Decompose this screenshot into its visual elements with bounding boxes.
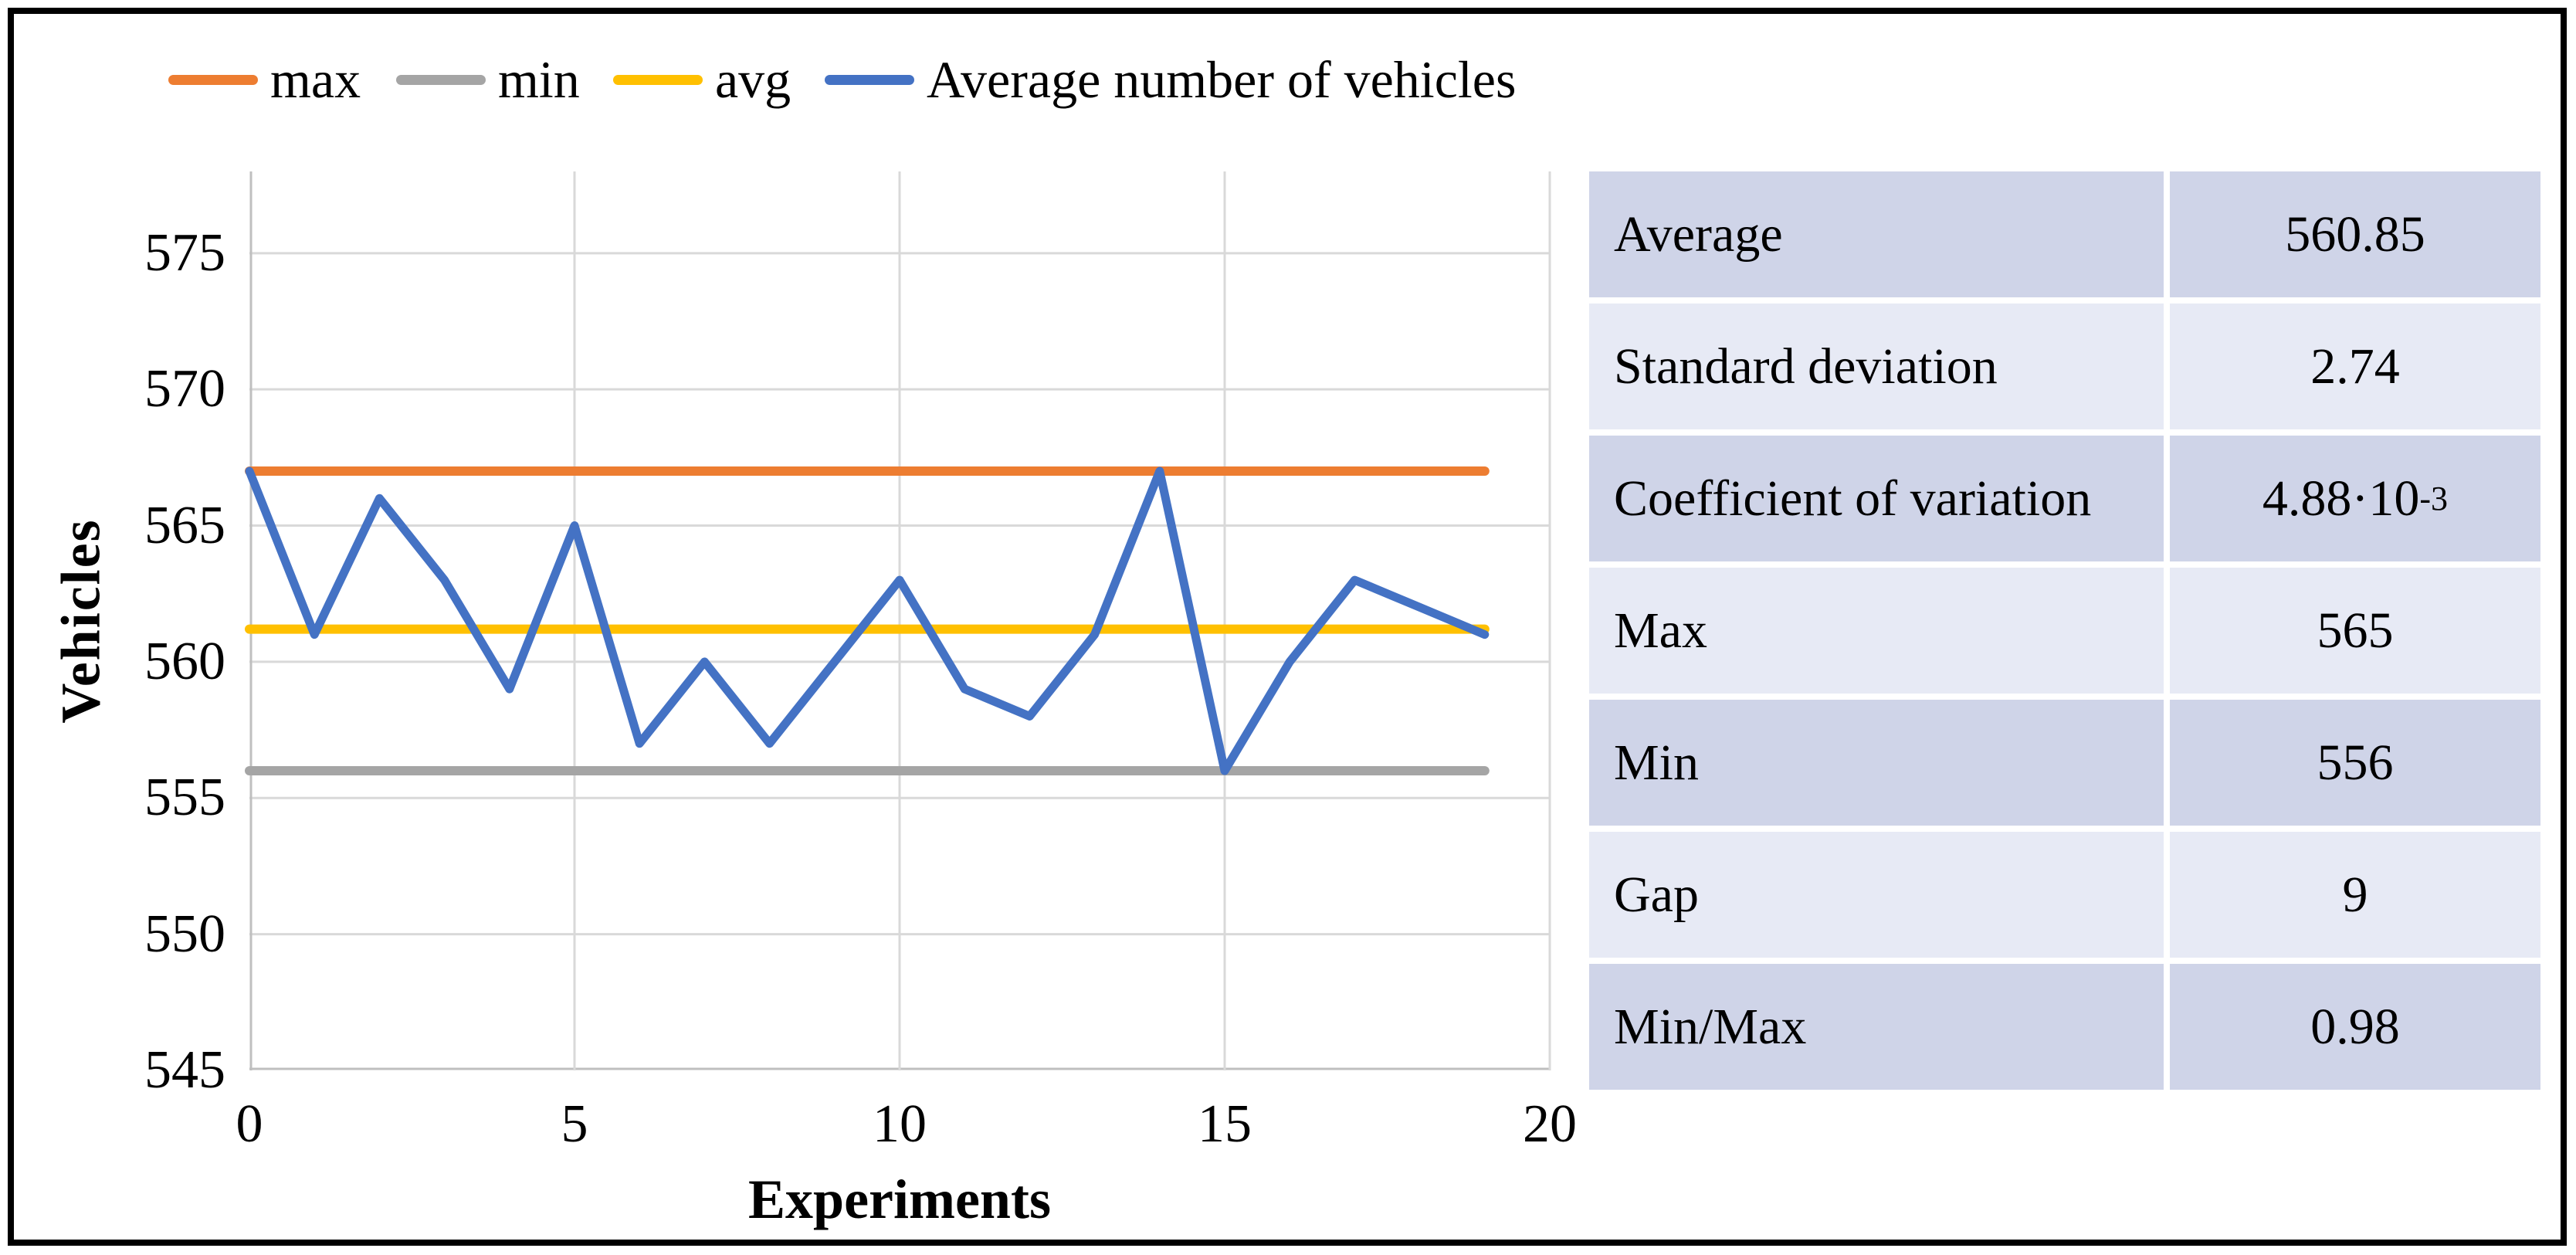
average-vehicles-series-line [245,466,1490,775]
y-tick-label: 555 [144,768,225,828]
y-axis-title: Vehicles [49,518,112,724]
value-text: 4.88·10 [2262,470,2420,527]
legend-item-series: Average number of vehicles [825,48,1516,111]
value-text: 565 [2317,602,2394,659]
y-tick-label: 560 [144,631,225,691]
table-row-label: Min [1589,700,2164,826]
table-row-label: Average [1589,171,2164,297]
y-tick-label: 550 [144,904,225,964]
x-tick-label: 15 [1198,1094,1252,1154]
table-row-label: Max [1589,568,2164,694]
table-row-value: 4.88·10 -3 [2170,436,2540,561]
value-text: 556 [2317,734,2394,791]
avg-line-swatch [613,74,703,85]
legend-label: Average number of vehicles [927,50,1517,109]
legend-label: avg [715,50,791,109]
chart-svg [245,171,1551,1070]
value-text: 2.74 [2310,337,2400,395]
x-tick-label: 5 [561,1094,588,1154]
table-row-value: 565 [2170,568,2540,694]
legend-label: max [270,50,361,109]
plot-area [245,171,1552,1070]
value-text: 560.85 [2285,205,2425,263]
table-row-value: 0.98 [2170,964,2540,1090]
x-tick-label: 10 [873,1094,927,1154]
table-row-value: 9 [2170,832,2540,958]
table-row-value: 560.85 [2170,171,2540,297]
y-tick-label: 545 [144,1040,225,1100]
outer-border [8,8,2567,1246]
legend-label: min [498,50,580,109]
value-text: 0.98 [2310,998,2400,1055]
legend-item-max: max [168,48,361,111]
x-tick-label: 0 [236,1094,263,1154]
x-tick-label: 20 [1523,1094,1577,1154]
legend-item-avg: avg [613,48,791,111]
table-row-label: Coefficient of variation [1589,436,2164,561]
min-line-swatch [396,74,486,85]
table-row-value: 2.74 [2170,304,2540,429]
table-row-value: 556 [2170,700,2540,826]
stats-table: Average 560.85 Standard deviation 2.74 C… [1589,171,2540,1090]
table-row-label: Gap [1589,832,2164,958]
table-row-label: Min/Max [1589,964,2164,1090]
y-tick-label: 570 [144,359,225,419]
legend-item-min: min [396,48,580,111]
value-text: 9 [2342,866,2368,923]
series-line-swatch [825,74,914,85]
max-line-swatch [168,74,258,85]
x-axis-title: Experiments [748,1169,1051,1230]
y-tick-label: 565 [144,495,225,555]
y-tick-label: 575 [144,222,225,283]
table-row-label: Standard deviation [1589,304,2164,429]
